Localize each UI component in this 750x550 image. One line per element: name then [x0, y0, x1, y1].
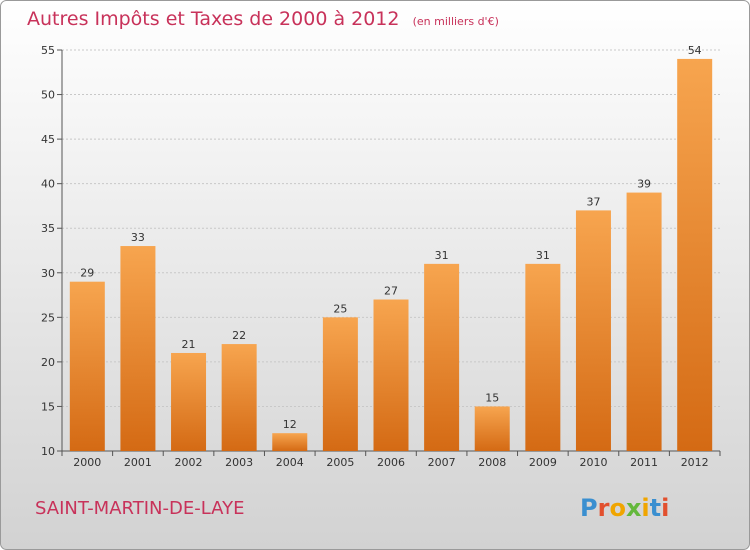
data-labels: 29 33 21 22 12 25 27 31 15 31 37 39 54	[80, 44, 701, 431]
bar-2000	[69, 281, 105, 451]
bar-2003	[221, 344, 257, 451]
x-tick-label: 2011	[630, 456, 658, 469]
bar-2001	[120, 246, 156, 451]
x-tick-label: 2006	[377, 456, 405, 469]
bar-2005	[322, 317, 358, 451]
x-tick-label: 2000	[73, 456, 101, 469]
logo-letter: P	[580, 494, 598, 522]
data-label: 39	[637, 178, 651, 191]
y-tick-label: 25	[41, 311, 55, 324]
bar-2002	[171, 352, 207, 451]
data-label: 29	[80, 267, 94, 280]
bar-2009	[525, 263, 561, 451]
y-tick-label: 35	[41, 222, 55, 235]
x-tick-label: 2009	[529, 456, 557, 469]
data-label: 31	[536, 249, 550, 262]
bar-2006	[373, 299, 409, 451]
data-label: 15	[485, 391, 499, 404]
y-tick-label: 40	[41, 178, 55, 191]
logo-letter: o	[609, 494, 626, 522]
chart-title: Autres Impôts et Taxes de 2000 à 2012 (e…	[27, 8, 499, 30]
bar-2008	[474, 406, 510, 451]
data-label: 22	[232, 329, 246, 342]
data-label: 25	[333, 302, 347, 315]
logo-letter: r	[598, 494, 610, 522]
data-label: 37	[586, 195, 600, 208]
x-tick-label: 2007	[428, 456, 456, 469]
logo-letter: t	[650, 494, 661, 522]
logo-letter: x	[626, 494, 642, 522]
y-tick-label: 15	[41, 400, 55, 413]
x-tick-label: 2012	[681, 456, 709, 469]
data-label: 31	[435, 249, 449, 262]
bar-2007	[424, 263, 460, 451]
x-tick-label: 2002	[175, 456, 203, 469]
x-tick-label: 2008	[478, 456, 506, 469]
x-tick-label: 2010	[579, 456, 607, 469]
data-label: 27	[384, 285, 398, 298]
y-tick-label: 50	[41, 89, 55, 102]
x-tick-label: 2001	[124, 456, 152, 469]
x-tick-label: 2004	[276, 456, 304, 469]
data-label: 33	[131, 231, 145, 244]
bar-2011	[626, 192, 662, 452]
bars	[69, 58, 713, 452]
logo-text: Proxiti	[580, 494, 669, 522]
proxiti-logo: Proxiti	[580, 494, 669, 522]
y-tick-label: 45	[41, 133, 55, 146]
logo-letter: i	[661, 494, 669, 522]
data-label: 54	[688, 44, 702, 57]
bar-2012	[677, 58, 713, 452]
y-tick-label: 10	[41, 445, 55, 458]
data-label: 12	[283, 418, 297, 431]
y-tick-label: 20	[41, 356, 55, 369]
y-tick-label: 30	[41, 267, 55, 280]
commune-name: SAINT-MARTIN-DE-LAYE	[35, 498, 244, 519]
data-label: 21	[182, 338, 196, 351]
logo-letter: i	[641, 494, 649, 522]
y-axis-ticks: 10 15 20 25 30 35 40 45 50 55	[41, 44, 62, 458]
x-axis-ticks: 2000 2001 2002 2003 2004 2005 2006 2007 2008 2009…	[61, 451, 721, 469]
bar-2010	[575, 210, 611, 451]
y-tick-label: 55	[41, 44, 55, 57]
x-tick-label: 2003	[225, 456, 253, 469]
x-tick-label: 2005	[326, 456, 354, 469]
bar-2004	[272, 433, 308, 451]
